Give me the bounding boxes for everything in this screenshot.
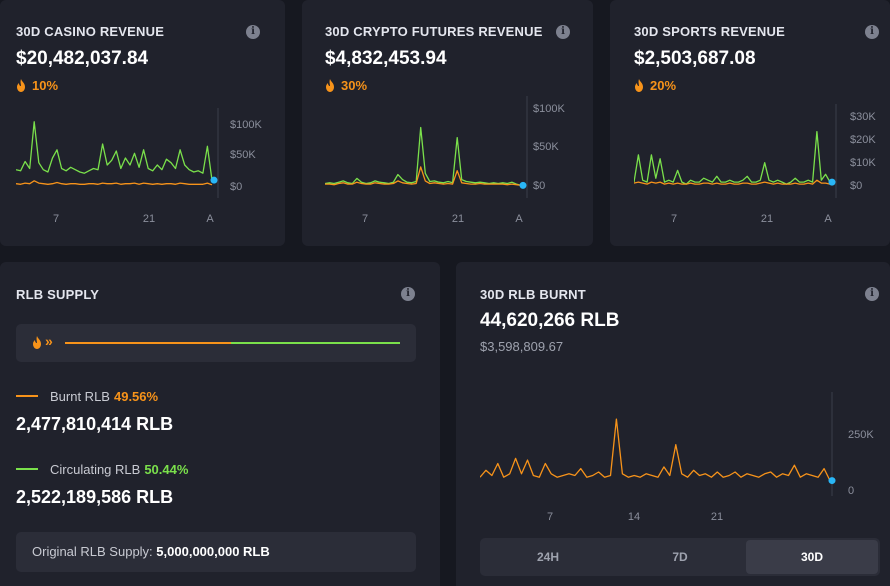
- circulating-legend-line: [16, 468, 38, 470]
- crypto-revenue-pct: 30%: [325, 78, 367, 93]
- x-tick-label: 7: [53, 213, 59, 225]
- y-tick-label: $10K: [850, 157, 876, 169]
- x-tick-label: A: [206, 213, 214, 225]
- burnt-pct: 49.56%: [113, 389, 159, 404]
- x-tick-label: 21: [711, 511, 723, 523]
- timeframe-tabs: 24H 7D 30D: [480, 538, 880, 576]
- crypto-chart[interactable]: $100K $50K $0 7 21 A: [325, 96, 587, 228]
- casino-pct-text: 10%: [32, 78, 59, 93]
- crypto-pct-text: 30%: [341, 78, 368, 93]
- rlb-supply-title: RLB SUPPLY: [16, 287, 100, 302]
- x-tick-label: 21: [761, 213, 773, 225]
- current-point-marker: [210, 176, 218, 184]
- y-tick-label: $0: [850, 180, 862, 192]
- sports-revenue-title: 30D SPORTS REVENUE: [634, 24, 785, 39]
- circulating-segment: [231, 342, 400, 344]
- flame-icon: [33, 336, 41, 349]
- y-tick-label: $20K: [850, 134, 876, 146]
- rlb-supply-card: RLB SUPPLY i » Burnt RLB 49.56% 2,477,810…: [0, 262, 440, 586]
- circulating-label: Circulating RLB: [50, 462, 141, 477]
- x-tick-label: 7: [671, 213, 677, 225]
- rlb-burnt-card: 30D RLB BURNT i 44,620,266 RLB $3,598,80…: [456, 262, 890, 586]
- original-supply-label: Original RLB Supply:: [32, 544, 153, 559]
- x-tick-label: 21: [143, 213, 155, 225]
- burnt-value: 2,477,810,414 RLB: [16, 414, 174, 434]
- series-line-0: [634, 130, 831, 185]
- crypto-revenue-card: 30D CRYPTO FUTURES REVENUE i $4,832,453.…: [302, 0, 593, 246]
- y-tick-label: $50K: [230, 149, 256, 161]
- tab-30d[interactable]: 30D: [746, 540, 878, 574]
- circulating-legend: Circulating RLB 50.44%: [50, 462, 188, 477]
- info-icon[interactable]: i: [556, 25, 570, 39]
- flame-icon: [635, 79, 643, 92]
- rlb-burnt-title: 30D RLB BURNT: [480, 287, 586, 302]
- sports-revenue-pct: 20%: [634, 78, 676, 93]
- double-chevron-icon: »: [45, 333, 53, 349]
- x-tick-label: A: [515, 213, 523, 225]
- supply-bar-track: [65, 342, 400, 344]
- burnt-segment: [65, 342, 232, 344]
- y-tick-label: $100K: [533, 103, 565, 115]
- info-icon[interactable]: i: [865, 25, 879, 39]
- current-point-marker: [519, 181, 527, 189]
- sports-revenue-card: 30D SPORTS REVENUE i $2,503,687.08 20% $…: [610, 0, 890, 246]
- burnt-legend-line: [16, 395, 38, 397]
- sports-revenue-value: $2,503,687.08: [634, 48, 756, 69]
- x-tick-label: A: [824, 213, 832, 225]
- original-supply-box: Original RLB Supply: 5,000,000,000 RLB: [16, 532, 416, 572]
- info-icon[interactable]: i: [246, 25, 260, 39]
- circulating-pct: 50.44%: [144, 462, 189, 477]
- y-tick-label: 0: [848, 485, 854, 497]
- x-tick-label: 21: [452, 213, 464, 225]
- crypto-revenue-title: 30D CRYPTO FUTURES REVENUE: [325, 24, 543, 39]
- x-tick-label: 7: [547, 511, 553, 523]
- tab-24h[interactable]: 24H: [536, 550, 559, 564]
- casino-chart[interactable]: $100K $50K $0 7 21 A: [16, 108, 278, 228]
- flame-icon: [17, 79, 25, 92]
- casino-revenue-title: 30D CASINO REVENUE: [16, 24, 165, 39]
- flame-icon: [326, 79, 334, 92]
- series-line-0: [480, 418, 831, 481]
- series-line-0: [16, 121, 213, 181]
- series-line-0: [325, 126, 522, 187]
- y-tick-label: $0: [230, 181, 242, 193]
- sports-chart[interactable]: $30K $20K $10K $0 7 21 A: [634, 104, 890, 228]
- series-line-1: [325, 166, 522, 187]
- casino-revenue-pct: 10%: [16, 78, 58, 93]
- rlb-burnt-chart[interactable]: 250K 0 7 14 21: [480, 392, 890, 526]
- current-point-marker: [828, 477, 836, 485]
- casino-revenue-card: 30D CASINO REVENUE i $20,482,037.84 10% …: [0, 0, 285, 246]
- casino-revenue-value: $20,482,037.84: [16, 48, 149, 69]
- burnt-label: Burnt RLB: [50, 389, 110, 404]
- tab-7d[interactable]: 7D: [672, 550, 688, 564]
- crypto-revenue-value: $4,832,453.94: [325, 48, 447, 69]
- x-tick-label: 14: [628, 511, 640, 523]
- original-supply-value: 5,000,000,000 RLB: [156, 544, 270, 559]
- rlb-burnt-value: 44,620,266 RLB: [480, 310, 620, 331]
- series-line-1: [634, 179, 831, 185]
- supply-progress-bar: »: [16, 324, 416, 362]
- circulating-value: 2,522,189,586 RLB: [16, 487, 174, 507]
- y-tick-label: $50K: [533, 141, 559, 153]
- y-tick-label: $100K: [230, 119, 262, 131]
- current-point-marker: [828, 178, 836, 186]
- y-tick-label: $0: [533, 180, 545, 192]
- info-icon[interactable]: i: [401, 287, 415, 301]
- y-tick-label: $30K: [850, 111, 876, 123]
- series-line-1: [16, 180, 213, 186]
- x-tick-label: 7: [362, 213, 368, 225]
- info-icon[interactable]: i: [865, 287, 879, 301]
- y-tick-label: 250K: [848, 429, 874, 441]
- burnt-legend: Burnt RLB 49.56%: [50, 389, 158, 404]
- sports-pct-text: 20%: [650, 78, 677, 93]
- rlb-burnt-usd: $3,598,809.67: [480, 339, 564, 354]
